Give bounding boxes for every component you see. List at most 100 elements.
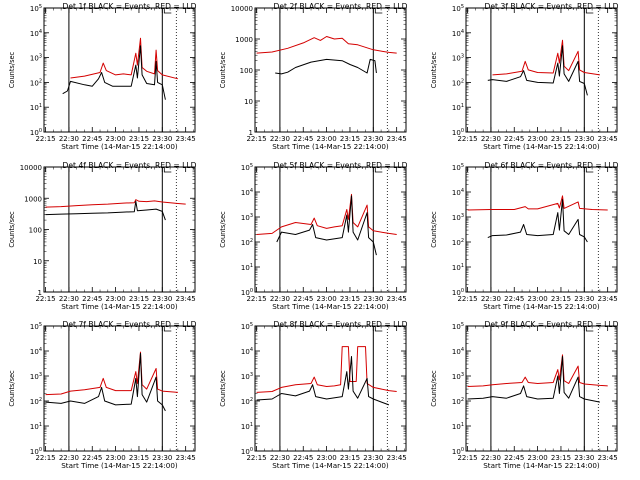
chart-panel-8: Det 8f BLACK = Events, RED = LLD 100 101 10… [219, 320, 408, 470]
y-axis-label: Counts/sec [430, 51, 438, 88]
x-tick-label: 23:15 [551, 454, 571, 462]
chart-panel-3: Det 3f BLACK = Events, RED = LLD 100 101 10… [430, 2, 619, 151]
x-tick-label: 23:00 [317, 295, 337, 303]
y-tick-label: 100 [30, 447, 42, 456]
series-line-black [276, 195, 377, 256]
y-tick-label: 104 [30, 29, 42, 38]
y-tick-label: 105 [452, 163, 464, 172]
series-line-red [256, 36, 397, 54]
x-tick-label: 23:00 [528, 135, 548, 143]
y-tick-label: 1000 [24, 195, 42, 203]
y-tick-label: 102 [30, 397, 42, 406]
y-tick-label: 104 [452, 188, 464, 197]
y-tick-label: 105 [30, 322, 42, 331]
x-tick-label: 22:30 [59, 454, 79, 462]
y-tick-label: 100 [452, 128, 464, 137]
y-tick-label: 101 [241, 422, 253, 431]
y-tick-label: 100 [241, 447, 253, 456]
chart-title: Det 2f BLACK = Events, RED = LLD [274, 2, 408, 11]
y-tick-label: 103 [452, 372, 464, 381]
x-tick-label: 22:45 [82, 295, 102, 303]
y-tick-label: 102 [241, 397, 253, 406]
x-tick-label: 22:30 [59, 295, 79, 303]
series-line-red [256, 346, 397, 393]
y-tick-label: 103 [241, 372, 253, 381]
y-tick-label: 102 [452, 78, 464, 87]
chart-title: Det 1f BLACK = Events, RED = LLD [63, 2, 197, 11]
x-tick-label: 23:15 [551, 295, 571, 303]
series-line-red [45, 351, 178, 396]
y-tick-label: 103 [452, 54, 464, 63]
series-line-black [275, 58, 377, 75]
y-tick-label: 105 [452, 322, 464, 331]
series-line-black [256, 356, 390, 406]
y-tick-label: 104 [241, 188, 253, 197]
x-tick-label: 23:30 [574, 295, 594, 303]
marker-hook [374, 168, 383, 173]
y-tick-label: 10 [33, 258, 42, 266]
x-tick-label: 22:15 [457, 295, 477, 303]
x-tick-label: 23:00 [106, 454, 126, 462]
x-tick-label: 23:45 [598, 454, 618, 462]
marker-hook [585, 327, 594, 332]
y-tick-label: 103 [452, 213, 464, 222]
chart-title: Det 3f BLACK = Events, RED = LLD [485, 2, 619, 11]
x-tick-label: 23:00 [106, 295, 126, 303]
x-tick-label: 23:15 [340, 135, 360, 143]
chart-panel-9: Det 9f BLACK = Events, RED = LLD 100 101 10… [430, 320, 619, 470]
y-tick-label: 102 [241, 238, 253, 247]
x-tick-label: 23:30 [363, 454, 383, 462]
series-line-black [467, 356, 600, 403]
x-tick-label: 23:15 [551, 135, 571, 143]
x-tick-label: 23:00 [317, 135, 337, 143]
chart-title: Det 7f BLACK = Events, RED = LLD [63, 320, 197, 329]
x-axis-label: Start Time (14-Mar-15 22:14:00) [483, 302, 600, 311]
x-tick-label: 23:15 [129, 454, 149, 462]
x-tick-label: 23:00 [317, 454, 337, 462]
plot-frame [465, 166, 618, 293]
series-line-black [487, 199, 588, 243]
series-line-red [70, 37, 179, 80]
y-tick-label: 101 [452, 422, 464, 431]
y-tick-label: 10000 [231, 5, 253, 13]
y-tick-label: 100 [29, 227, 42, 235]
x-tick-label: 23:45 [387, 135, 407, 143]
y-axis-label: Counts/sec [219, 211, 227, 248]
x-tick-label: 23:45 [176, 135, 196, 143]
y-axis-label: Counts/sec [219, 51, 227, 88]
x-axis-label: Start Time (14-Mar-15 22:14:00) [61, 302, 178, 311]
x-tick-label: 22:45 [293, 454, 313, 462]
x-tick-label: 23:30 [152, 295, 172, 303]
y-axis-label: Counts/sec [219, 370, 227, 407]
y-tick-label: 1000 [235, 36, 253, 44]
y-tick-label: 100 [452, 288, 464, 297]
y-tick-label: 100 [241, 288, 253, 297]
x-axis-label: Start Time (14-Mar-15 22:14:00) [61, 461, 178, 470]
chart-title: Det 5f BLACK = Events, RED = LLD [274, 161, 408, 170]
x-tick-label: 22:30 [59, 135, 79, 143]
x-tick-label: 22:45 [293, 295, 313, 303]
plot-frame [43, 325, 196, 452]
chart-title: Det 6f BLACK = Events, RED = LLD [485, 161, 619, 170]
y-tick-label: 103 [30, 54, 42, 63]
marker-hook [163, 168, 172, 173]
y-tick-label: 105 [241, 322, 253, 331]
marker-hook [374, 9, 383, 14]
x-tick-label: 22:15 [457, 454, 477, 462]
x-tick-label: 22:15 [246, 295, 266, 303]
y-tick-label: 101 [30, 422, 42, 431]
chart-panel-5: Det 5f BLACK = Events, RED = LLD 100 101 10… [219, 161, 408, 311]
y-tick-label: 1 [38, 289, 42, 297]
x-tick-label: 22:30 [481, 135, 501, 143]
chart-panel-6: Det 6f BLACK = Events, RED = LLD 100 101 10… [430, 161, 619, 311]
marker-hook [163, 327, 172, 332]
x-tick-label: 23:00 [528, 295, 548, 303]
chart-title: Det 4f BLACK = Events, RED = LLD [63, 161, 197, 170]
plot-frame [465, 325, 618, 452]
x-axis-label: Start Time (14-Mar-15 22:14:00) [272, 142, 389, 151]
plot-frame [465, 7, 618, 133]
x-tick-label: 23:30 [152, 135, 172, 143]
x-tick-label: 23:30 [363, 295, 383, 303]
y-tick-label: 104 [452, 29, 464, 38]
